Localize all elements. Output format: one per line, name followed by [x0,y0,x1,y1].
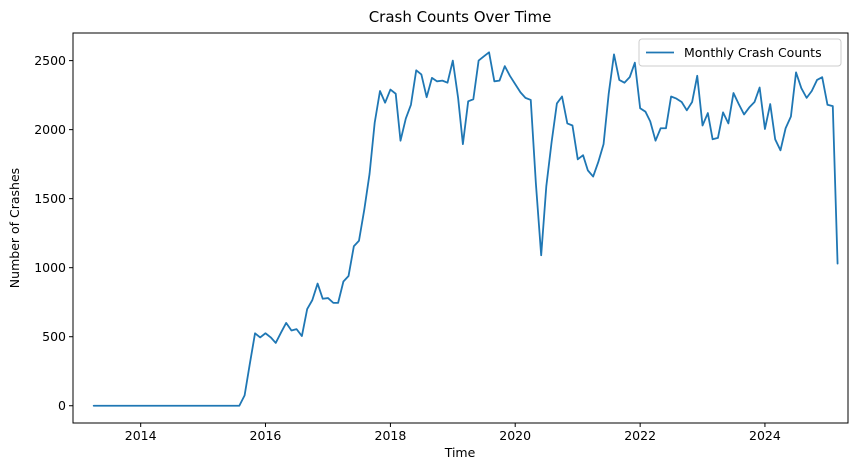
x-axis-label: Time [444,445,476,460]
x-tick-label-0: 2014 [125,428,157,443]
x-tick-label-1: 2016 [250,428,282,443]
series-layer [92,51,839,407]
y-tick-label-4: 2000 [34,122,66,137]
y-tick-label-5: 2500 [34,53,66,68]
legend-box [638,38,842,67]
legend-label: Monthly Crash Counts [684,45,822,60]
x-tick-label-2: 2018 [375,428,407,443]
x-axis: 2014 2016 2018 2020 2022 2024 [125,423,781,443]
x-tick-label-4: 2022 [624,428,656,443]
y-axis-label: Number of Crashes [7,168,22,288]
chart-title: Crash Counts Over Time [369,8,552,26]
series-line-0 [92,51,839,407]
x-tick-label-5: 2024 [749,428,781,443]
y-tick-label-0: 0 [58,398,66,413]
x-tick-label-3: 2020 [499,428,531,443]
legend: Monthly Crash Counts [638,38,842,67]
plot-area [72,32,849,424]
y-axis: 0 500 1000 1500 2000 2500 [34,53,73,413]
y-tick-label-1: 500 [42,329,66,344]
y-tick-label-3: 1500 [34,191,66,206]
y-tick-label-2: 1000 [34,260,66,275]
